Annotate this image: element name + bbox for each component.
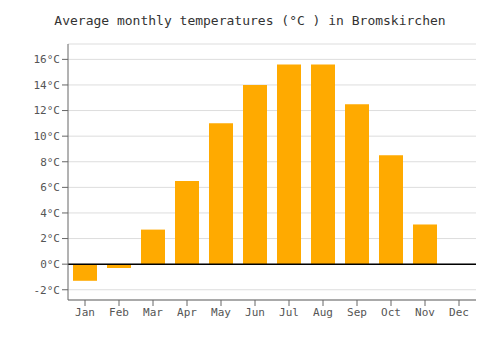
svg-text:16°C: 16°C bbox=[34, 53, 61, 66]
svg-text:Jul: Jul bbox=[279, 306, 299, 319]
svg-text:0°C: 0°C bbox=[40, 258, 60, 271]
svg-text:2°C: 2°C bbox=[40, 232, 60, 245]
html-text:Average monthly temperatures (: Average monthly temperatures (°C ) in Br… bbox=[54, 13, 446, 28]
svg-text:14°C: 14°C bbox=[34, 79, 61, 92]
svg-text:Oct: Oct bbox=[381, 306, 401, 319]
svg-text:Aug: Aug bbox=[313, 306, 333, 319]
svg-text:Sep: Sep bbox=[347, 306, 367, 319]
svg-text:May: May bbox=[211, 306, 231, 319]
svg-text:12°C: 12°C bbox=[34, 104, 61, 117]
svg-text:Dec: Dec bbox=[449, 306, 469, 319]
svg-text:6°C: 6°C bbox=[40, 181, 60, 194]
svg-text:Mar: Mar bbox=[143, 306, 163, 319]
svg-text:Jan: Jan bbox=[75, 306, 95, 319]
svg-text:-2°C: -2°C bbox=[34, 284, 61, 297]
svg-text:10°C: 10°C bbox=[34, 130, 61, 143]
svg-text:8°C: 8°C bbox=[40, 156, 60, 169]
svg-text:Apr: Apr bbox=[177, 306, 197, 319]
svg-text:Nov: Nov bbox=[415, 306, 435, 319]
svg-text:Feb: Feb bbox=[109, 306, 129, 319]
svg-text:4°C: 4°C bbox=[40, 207, 60, 220]
svg-text:Jun: Jun bbox=[245, 306, 265, 319]
